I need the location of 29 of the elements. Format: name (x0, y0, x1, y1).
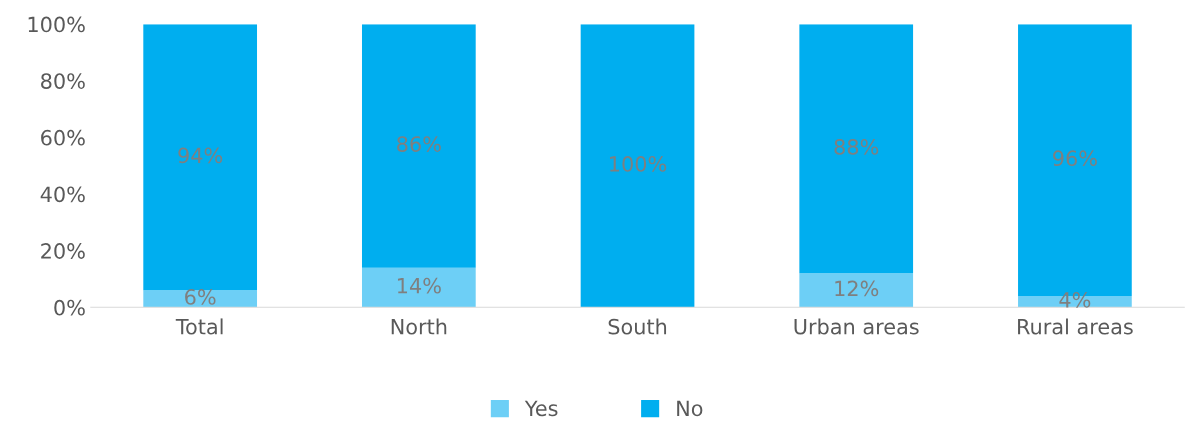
data-label: 6% (185, 289, 216, 305)
bar (143, 290, 258, 308)
bar (361, 24, 476, 268)
data-label: 94% (178, 147, 223, 164)
data-label: 86% (397, 136, 441, 152)
data-label: 12% (835, 280, 879, 297)
legend-label: No (677, 400, 703, 417)
bar (143, 24, 258, 291)
data-label: 100% (610, 156, 667, 172)
x-tick-label: North (391, 318, 447, 335)
legend-label: Yes (524, 400, 558, 417)
data-label: 4% (1059, 291, 1091, 308)
x-tick-label: South (608, 318, 667, 335)
data-label: 14% (397, 277, 441, 294)
x-tick-label: Rural areas (1018, 318, 1133, 335)
data-label: 96% (1053, 150, 1097, 167)
y-tick-label: 100% (28, 16, 85, 33)
y-tick-label: 40% (40, 186, 85, 203)
bar (361, 267, 476, 308)
bar (580, 24, 695, 308)
x-tick-label: Total (175, 318, 223, 335)
y-tick-label: 0% (54, 299, 85, 316)
y-tick-label: 80% (41, 73, 85, 89)
bar (799, 24, 914, 274)
data-label: 88% (834, 139, 879, 155)
x-tick-label: Urban areas (794, 318, 919, 335)
y-tick-label: 20% (41, 243, 85, 259)
bar (799, 273, 914, 308)
y-tick-label: 60% (41, 129, 85, 146)
